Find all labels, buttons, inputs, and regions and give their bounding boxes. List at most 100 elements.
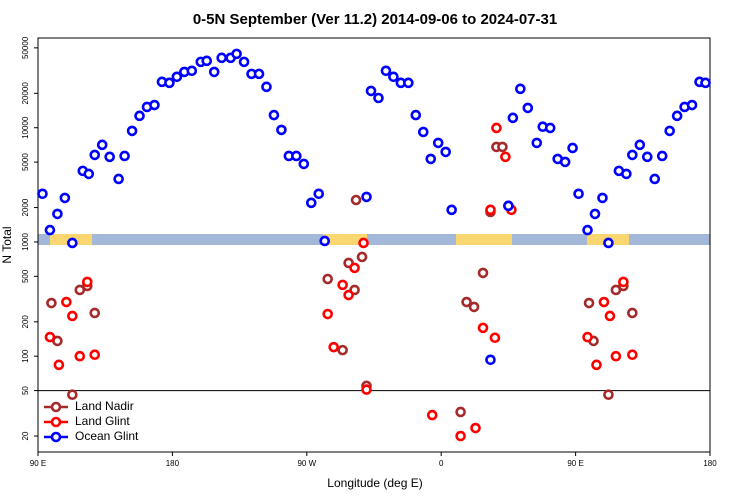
point — [597, 192, 608, 204]
point — [627, 349, 638, 361]
point — [559, 156, 571, 168]
point — [96, 139, 108, 151]
point — [113, 173, 124, 185]
point — [461, 296, 472, 308]
point — [104, 151, 115, 163]
point — [567, 142, 578, 154]
point — [468, 301, 480, 313]
x-axis-label: Longitude (deg E) — [327, 476, 422, 490]
point — [573, 188, 584, 200]
point — [446, 204, 457, 216]
point — [618, 276, 629, 288]
point — [634, 139, 646, 151]
point — [582, 331, 593, 343]
point — [322, 308, 334, 320]
point — [417, 126, 429, 138]
point — [491, 122, 502, 134]
legend-marker — [50, 431, 62, 443]
point — [164, 77, 175, 89]
y-tick-label: 50 — [21, 386, 30, 395]
point — [253, 68, 265, 80]
point — [74, 350, 86, 362]
legend-label: Land Glint — [75, 414, 130, 428]
point — [664, 125, 675, 137]
point — [356, 251, 368, 263]
point — [627, 149, 638, 161]
point — [485, 204, 496, 216]
point — [328, 341, 339, 353]
y-tick-label: 20000 — [21, 82, 30, 105]
point — [74, 284, 86, 296]
y-axis-label: N Total — [0, 226, 14, 263]
point — [53, 359, 65, 371]
point — [291, 150, 302, 162]
y-tick-label: 20 — [21, 431, 30, 440]
point — [350, 194, 362, 206]
y-tick-label: 500 — [21, 269, 30, 283]
y-tick-label: 1000 — [21, 233, 30, 251]
point — [649, 173, 661, 185]
point — [598, 296, 610, 308]
point — [380, 65, 392, 77]
point — [67, 310, 78, 322]
x-tick-label: 90 E — [30, 459, 46, 468]
point — [500, 151, 511, 163]
point — [81, 276, 93, 288]
point — [89, 149, 101, 161]
point — [322, 273, 334, 285]
y-tick-label: 200 — [21, 315, 30, 329]
point — [89, 307, 101, 319]
point — [700, 77, 711, 89]
point — [305, 197, 317, 209]
point — [349, 262, 360, 274]
point — [432, 137, 444, 149]
x-tick-label: 180 — [703, 459, 717, 468]
legend-label: Land Nadir — [75, 399, 134, 413]
point — [403, 77, 414, 89]
point — [276, 124, 287, 136]
point — [268, 109, 280, 121]
point — [171, 71, 183, 83]
point — [604, 310, 616, 322]
point — [426, 409, 438, 421]
point — [373, 92, 384, 104]
y-tick-label: 2000 — [21, 198, 30, 216]
point — [425, 153, 437, 165]
band-land — [456, 234, 512, 245]
legend-marker — [50, 401, 62, 413]
point — [621, 168, 632, 180]
plot-frame — [37, 37, 711, 453]
legend-label: Ocean Glint — [75, 429, 139, 443]
point — [89, 349, 101, 361]
point — [238, 56, 250, 68]
point — [497, 141, 508, 153]
x-tick-label: 90 W — [297, 459, 316, 468]
point — [470, 422, 481, 434]
point — [46, 297, 57, 309]
point — [410, 109, 422, 121]
point — [319, 235, 331, 247]
point — [582, 224, 593, 236]
point — [337, 344, 348, 356]
y-tick-label: 10000 — [21, 116, 30, 139]
point — [83, 168, 95, 180]
point — [261, 81, 272, 93]
point — [686, 99, 698, 111]
point — [603, 237, 614, 249]
point — [216, 52, 227, 64]
point — [119, 150, 130, 162]
point — [455, 430, 466, 442]
point — [67, 389, 78, 401]
point — [44, 331, 56, 343]
point — [126, 125, 138, 137]
point — [361, 384, 372, 395]
legend-marker — [50, 416, 62, 428]
y-tick-label: 50000 — [21, 36, 30, 59]
band — [38, 234, 710, 245]
point — [337, 279, 348, 291]
point — [603, 389, 614, 401]
x-tick-label: 90 E — [567, 459, 583, 468]
point — [134, 110, 145, 122]
point — [610, 350, 622, 362]
